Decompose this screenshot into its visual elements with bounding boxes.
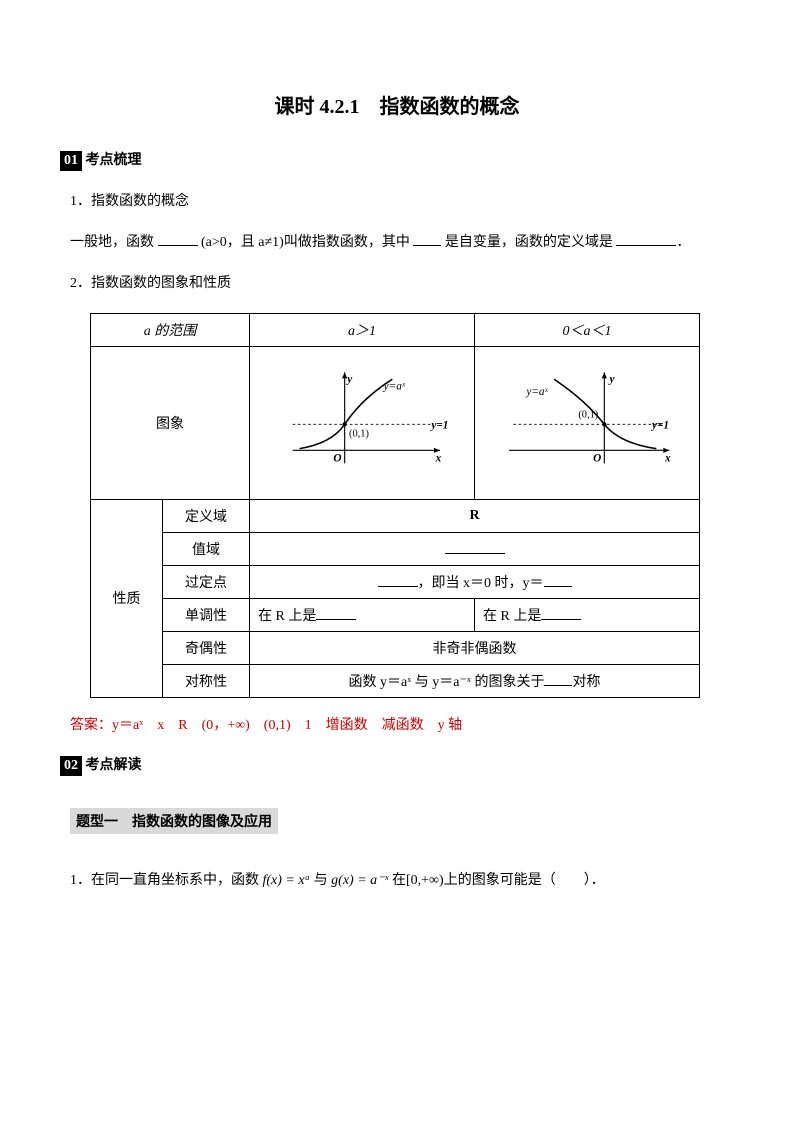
mono-a-text: 在 R 上是 xyxy=(258,609,316,624)
mono-b-text: 在 R 上是 xyxy=(483,609,541,624)
blank-mono-1 xyxy=(316,605,356,620)
blank-2 xyxy=(413,231,441,246)
cell-domain-value: R xyxy=(250,499,700,532)
badge-01: 01 xyxy=(60,151,82,171)
table-row-range: a 的范围 a＞1 0＜a＜1 xyxy=(91,313,700,346)
cell-graph-decreasing: y y=aˣ (0,1) y=1 O x xyxy=(475,346,700,499)
question-type-header: 题型一 指数函数的图像及应用 xyxy=(70,794,724,852)
section-1-header: 01 考点梳理 xyxy=(70,149,724,171)
cell-parity-label: 奇偶性 xyxy=(163,631,250,664)
cell-mono-dec: 在 R 上是 xyxy=(475,598,700,631)
point-label-inc: (0,1) xyxy=(349,429,369,440)
table-row-mono: 单调性 在 R 上是 在 R 上是 xyxy=(91,598,700,631)
cell-domain-label: 定义域 xyxy=(163,499,250,532)
q1-text-b: 与 xyxy=(310,873,331,888)
blank-1 xyxy=(158,231,198,246)
table-row-symmetry: 对称性 函数 y＝aˣ 与 y＝a⁻ˣ 的图象关于 对称 xyxy=(91,664,700,697)
cell-graph-label: 图象 xyxy=(91,346,250,499)
cell-range-value xyxy=(250,532,700,565)
cell-parity-value: 非奇非偶函数 xyxy=(250,631,700,664)
properties-table: a 的范围 a＞1 0＜a＜1 图象 y y=aˣ (0,1) y=1 xyxy=(90,313,700,698)
table-row-parity: 奇偶性 非奇非偶函数 xyxy=(91,631,700,664)
question-1: 1．在同一直角坐标系中，函数 f(x) = xᵃ 与 g(x) = a⁻ˣ 在[… xyxy=(70,868,724,893)
fixed-text-a: ，即当 x＝0 时，y＝ xyxy=(418,576,544,591)
curve-label-dec: y=aˣ xyxy=(525,386,548,398)
cell-sym-label: 对称性 xyxy=(163,664,250,697)
cell-range-lt1: 0＜a＜1 xyxy=(475,313,700,346)
blank-range xyxy=(445,539,505,554)
item-1-label: 1．指数函数的概念 xyxy=(70,189,724,214)
range-gt1-text: a＞1 xyxy=(348,324,376,339)
item-1-text: 一般地，函数 (a>0，且 a≠1)叫做指数函数，其中 是自变量，函数的定义域是… xyxy=(70,230,724,255)
cell-mono-inc: 在 R 上是 xyxy=(250,598,475,631)
table-row-graph: 图象 y y=aˣ (0,1) y=1 O x xyxy=(91,346,700,499)
y-axis-label-dec: y xyxy=(608,374,616,386)
origin-label-dec: O xyxy=(593,453,601,465)
section-1-label: 考点梳理 xyxy=(86,153,142,168)
q1-text-a: 1．在同一直角坐标系中，函数 xyxy=(70,873,263,888)
range-label-text: a 的范围 xyxy=(144,324,197,339)
cell-mono-label: 单调性 xyxy=(163,598,250,631)
x-axis-label-inc: x xyxy=(435,453,442,465)
cell-properties-label: 性质 xyxy=(91,499,163,697)
curve-label-inc: y=aˣ xyxy=(383,381,406,393)
item1-text-c: 是自变量，函数的定义域是 xyxy=(445,235,613,250)
range-lt1-text: 0＜a＜1 xyxy=(563,324,612,339)
table-row-fixed: 过定点 ，即当 x＝0 时，y＝ xyxy=(91,565,700,598)
cell-graph-increasing: y y=aˣ (0,1) y=1 O x xyxy=(250,346,475,499)
q1-text-c: 在 xyxy=(389,873,407,888)
cell-fixed-value: ，即当 x＝0 时，y＝ xyxy=(250,565,700,598)
q1-fx: f(x) = xᵃ xyxy=(263,873,311,888)
table-row-domain: 性质 定义域 R xyxy=(91,499,700,532)
cell-fixed-label: 过定点 xyxy=(163,565,250,598)
sym-text-b: 对称 xyxy=(572,675,600,690)
q1-text-d: 上的图象可能是（ ）． xyxy=(444,873,605,888)
y-axis-label: y xyxy=(345,374,353,386)
cell-range-label: a 的范围 xyxy=(91,313,250,346)
item-2-label: 2．指数函数的图象和性质 xyxy=(70,271,724,296)
blank-fixed-1 xyxy=(378,572,418,587)
cell-sym-value: 函数 y＝aˣ 与 y＝a⁻ˣ 的图象关于 对称 xyxy=(250,664,700,697)
page-title: 课时 4.2.1 指数函数的概念 xyxy=(70,90,724,119)
section-2-header: 02 考点解读 xyxy=(70,754,724,776)
section-2-label: 考点解读 xyxy=(86,758,142,773)
type-label: 题型一 指数函数的图像及应用 xyxy=(70,808,278,834)
cell-range-gt1: a＞1 xyxy=(250,313,475,346)
q1-gx: g(x) = a⁻ˣ xyxy=(331,873,388,888)
sym-text-a: 函数 y＝aˣ 与 y＝a⁻ˣ 的图象关于 xyxy=(349,675,545,690)
cell-range-value-label: 值域 xyxy=(163,532,250,565)
asymptote-label-inc: y=1 xyxy=(429,420,448,432)
blank-3 xyxy=(616,231,676,246)
blank-mono-2 xyxy=(541,605,581,620)
graph-increasing-svg: y y=aˣ (0,1) y=1 O x xyxy=(258,355,466,485)
table-row-range-value: 值域 xyxy=(91,532,700,565)
answer-line: 答案：y＝aˣ x R (0，+∞) (0,1) 1 增函数 减函数 y 轴 xyxy=(70,714,724,734)
domain-value-text: R xyxy=(469,508,479,523)
q1-domain: [0,+∞) xyxy=(406,873,444,888)
graph-decreasing-svg: y y=aˣ (0,1) y=1 O x xyxy=(483,355,691,485)
badge-02: 02 xyxy=(60,756,82,776)
item1-text-b: (a>0，且 a≠1)叫做指数函数，其中 xyxy=(201,235,410,250)
x-axis-label-dec: x xyxy=(664,453,671,465)
origin-label-inc: O xyxy=(333,453,341,465)
asymptote-label-dec: y=1 xyxy=(650,420,669,432)
blank-sym xyxy=(544,671,572,686)
blank-fixed-2 xyxy=(544,572,572,587)
item1-text-a: 一般地，函数 xyxy=(70,235,154,250)
point-label-dec: (0,1) xyxy=(578,409,598,420)
page-root: 课时 4.2.1 指数函数的概念 01 考点梳理 1．指数函数的概念 一般地，函… xyxy=(0,0,794,959)
